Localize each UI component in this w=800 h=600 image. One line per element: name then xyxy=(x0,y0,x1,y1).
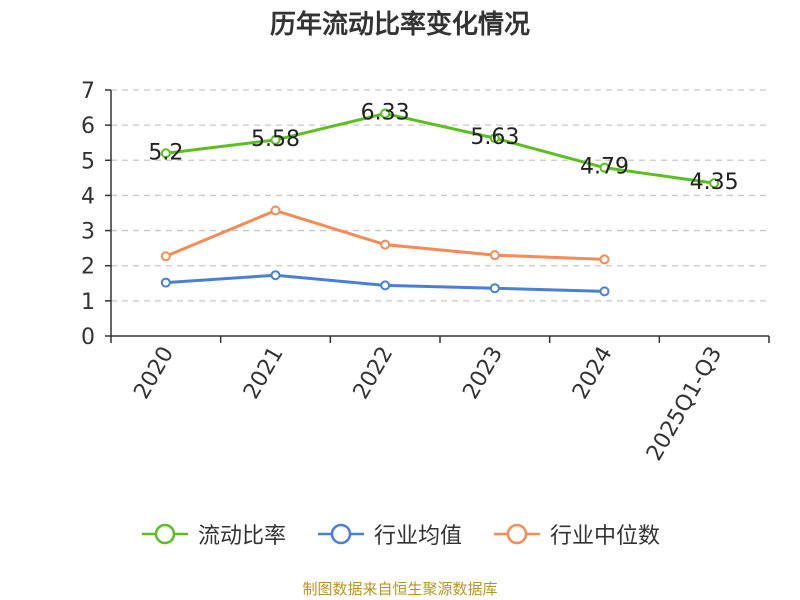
legend-label: 行业中位数 xyxy=(550,524,661,549)
legend: 流动比率 行业均值 行业中位数 xyxy=(0,518,800,550)
line-chart: 0 1 2 3 4 5 6 7 2020 2021 2022 2023 2024 2025Q1-Q3 5.… xyxy=(81,79,770,466)
legend-line-icon xyxy=(317,523,364,545)
x-tick-label: 2020 xyxy=(129,343,179,404)
data-point xyxy=(160,251,171,262)
y-tick-label: 0 xyxy=(81,325,95,350)
data-point xyxy=(489,283,500,294)
data-label: 5.2 xyxy=(148,140,183,165)
data-source-note: 制图数据来自恒生聚源数据库 xyxy=(302,580,498,598)
legend-item[interactable]: 行业中位数 xyxy=(492,518,660,550)
data-point xyxy=(489,133,500,144)
data-label: 6.33 xyxy=(361,101,410,126)
y-tick-label: 7 xyxy=(81,79,95,104)
data-point xyxy=(380,108,391,119)
data-point xyxy=(160,148,171,159)
legend-line-icon xyxy=(494,523,540,545)
series-points xyxy=(160,108,720,297)
y-tick-label: 2 xyxy=(81,255,95,280)
y-tick-label: 5 xyxy=(81,149,95,174)
chart-title: 历年流动比率变化情况 xyxy=(269,10,530,40)
y-tick-label: 3 xyxy=(81,220,95,245)
data-point xyxy=(270,205,281,216)
legend-item[interactable]: 行业均值 xyxy=(316,518,462,550)
data-point xyxy=(599,286,610,297)
data-point xyxy=(489,250,500,261)
data-label: 4.35 xyxy=(690,170,739,195)
data-label: 5.63 xyxy=(470,125,519,150)
data-label: 4.79 xyxy=(580,155,629,180)
series-line-2 xyxy=(165,209,605,261)
x-tick-label: 2022 xyxy=(349,343,399,404)
x-tick-label: 2021 xyxy=(239,343,289,404)
data-point xyxy=(380,239,391,250)
data-label: 5.58 xyxy=(251,127,300,152)
data-point xyxy=(270,134,281,145)
x-tick-label: 2023 xyxy=(458,343,508,404)
data-point xyxy=(270,270,281,281)
data-point xyxy=(599,162,610,173)
legend-line-icon xyxy=(141,523,188,545)
data-point xyxy=(160,277,171,288)
axes: 0 1 2 3 4 5 6 7 2020 2021 2022 2023 2024 2025Q1-Q3 xyxy=(81,79,770,466)
y-tick-label: 4 xyxy=(81,184,95,209)
data-point xyxy=(709,178,720,189)
y-tick-label: 1 xyxy=(81,290,95,315)
x-tick-label: 2025Q1-Q3 xyxy=(642,343,727,466)
y-tick-label: 6 xyxy=(81,114,95,139)
data-labels: 5.2 5.58 6.33 5.63 4.79 4.35 xyxy=(148,101,738,196)
legend-label: 流动比率 xyxy=(197,524,286,549)
x-tick-label: 2024 xyxy=(568,343,618,404)
data-point xyxy=(380,280,391,291)
data-point xyxy=(599,254,610,265)
series-line-0 xyxy=(165,112,715,185)
legend-label: 行业均值 xyxy=(373,524,462,549)
legend-item[interactable]: 流动比率 xyxy=(140,518,286,550)
series-lines xyxy=(165,112,715,293)
grid-lines xyxy=(111,89,769,302)
